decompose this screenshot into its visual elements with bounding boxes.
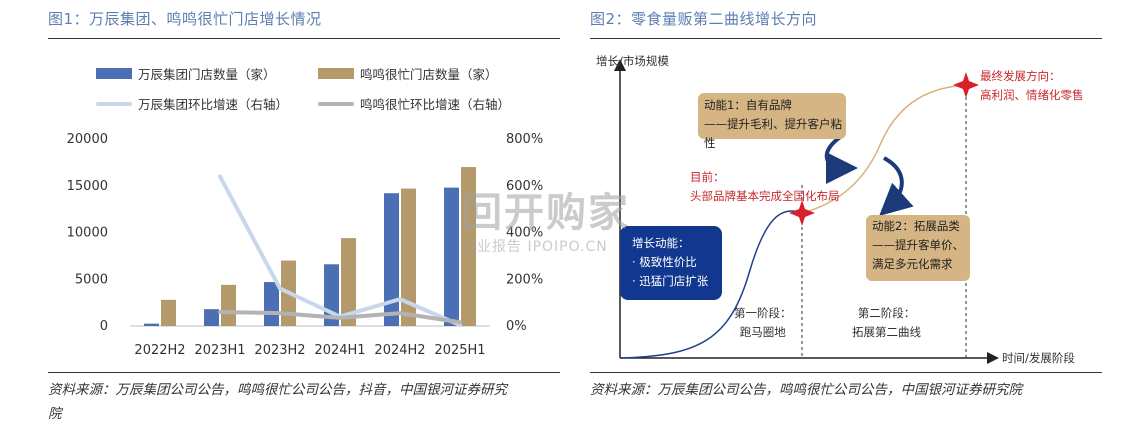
driver1-box: 动能1：自有品牌 ——提升毛利、提升客户粘性: [698, 93, 846, 150]
driver2-box: 动能2：拓展品类 ——提升客单价、 满足多元化需求: [866, 215, 970, 281]
stage1-label-line2: 跑马圈地: [739, 325, 786, 339]
final-direction-note: 最终发展方向： 高利润、情绪化零售: [980, 67, 1084, 105]
stage1-label-line1: 第一阶段：: [734, 306, 792, 320]
growth-curve-diagram: [614, 59, 999, 364]
category-label: 2023H1: [194, 343, 245, 358]
bar-mingming-stores: [341, 238, 356, 326]
driver2-desc-2: 满足多元化需求: [872, 257, 953, 271]
line-mingming-growth: [218, 309, 462, 325]
stage2-label-line2: 拓展第二曲线: [852, 325, 921, 339]
final-star-icon: [953, 72, 979, 98]
left-source: 资料来源：万辰集团公司公告，鸣鸣很忙公司公告，抖音，中国银河证券研究 院: [48, 378, 568, 426]
left-title-rule: [48, 38, 560, 39]
driver1-arrow: [824, 134, 858, 184]
driver2-title: 动能2：拓展品类: [872, 219, 960, 233]
left-source-line2: 院: [48, 406, 62, 422]
legend-label-mingming-growth: 鸣鸣很忙环比增速（右轴）: [360, 97, 511, 112]
left-tick-label: 0: [100, 319, 108, 334]
driver1-desc: ——提升毛利、提升客户粘性: [704, 117, 842, 150]
growth-drivers-box: 增长动能： · 极致性价比 · 迅猛门店扩张: [620, 226, 722, 300]
right-panel-title: 图2：零食量贩第二曲线增长方向: [590, 10, 818, 28]
stage2-label-line1: 第二阶段：: [857, 306, 916, 320]
left-tick-label: 10000: [67, 226, 108, 241]
bar-series: [144, 167, 476, 326]
bar-mingming-stores: [221, 284, 236, 326]
category-label: 2024H1: [314, 343, 365, 358]
current-star-icon: [789, 200, 815, 226]
legend-swatch-wanchen-growth: [96, 101, 132, 106]
legend-item-wanchen-growth: 万辰集团环比增速（右轴）: [96, 94, 288, 113]
left-tick-label: 15000: [67, 179, 108, 194]
final-direction-text: 高利润、情绪化零售: [980, 88, 1084, 102]
bar-mingming-stores: [401, 188, 416, 326]
bar-mingming-stores: [161, 299, 176, 326]
growth-driver-item-2: · 迅猛门店扩张: [632, 274, 709, 288]
right-tick-label: 600%: [506, 179, 543, 194]
right-tick-label: 0%: [506, 319, 527, 334]
growth-curve-stage1: [619, 210, 803, 359]
right-tick-label: 200%: [506, 272, 543, 287]
legend-label-mingming-stores: 鸣鸣很忙门店数量（家）: [360, 67, 498, 82]
line-series: [218, 174, 462, 328]
right-bottom-rule: [590, 372, 1102, 373]
current-note: 目前： 头部品牌基本完成全国化布局: [690, 168, 840, 206]
bar-wanchen-stores: [264, 282, 279, 326]
growth-drivers-title: 增长动能：: [632, 236, 690, 250]
category-label: 2022H2: [134, 343, 185, 358]
category-label: 2024H2: [374, 343, 425, 358]
stage2-label: 第二阶段： 拓展第二曲线: [852, 304, 921, 342]
bar-wanchen-stores: [384, 193, 399, 326]
bar-wanchen-stores: [444, 187, 459, 326]
right-tick-label: 800%: [506, 132, 543, 147]
x-axis-label: 时间/发展阶段: [1002, 351, 1075, 365]
bar-mingming-stores: [461, 167, 476, 326]
left-bottom-rule: [48, 372, 560, 373]
right-axis-ticks: 0% 200% 400% 600% 800%: [506, 132, 543, 334]
line-wanchen-growth: [218, 174, 462, 328]
category-label: 2025H1: [434, 343, 485, 358]
left-tick-label: 20000: [67, 132, 108, 147]
left-source-line1: 资料来源：万辰集团公司公告，鸣鸣很忙公司公告，抖音，中国银河证券研究: [48, 382, 507, 398]
legend-item-wanchen-stores: 万辰集团门店数量（家）: [96, 64, 276, 83]
stage1-label: 第一阶段： 跑马圈地: [734, 304, 792, 342]
legend-swatch-mingming-growth: [318, 101, 354, 106]
legend-label-wanchen-stores: 万辰集团门店数量（家）: [138, 67, 276, 82]
legend-item-mingming-stores: 鸣鸣很忙门店数量（家）: [318, 64, 498, 83]
growth-curve-stage2: [801, 84, 967, 214]
driver2-desc-1: ——提升客单价、: [872, 238, 964, 252]
left-panel-title: 图1：万辰集团、鸣鸣很忙门店增长情况: [48, 10, 322, 28]
final-direction-label: 最终发展方向：: [980, 69, 1061, 83]
right-title-rule: [590, 38, 1102, 39]
right-tick-label: 400%: [506, 226, 543, 241]
legend-item-mingming-growth: 鸣鸣很忙环比增速（右轴）: [318, 94, 510, 113]
current-note-label: 目前：: [690, 170, 725, 184]
left-axis-ticks: 0 5000 10000 15000 20000: [67, 132, 108, 334]
legend-swatch-mingming-stores: [318, 68, 354, 79]
driver2-arrow: [879, 156, 914, 217]
bar-wanchen-stores: [204, 309, 219, 326]
left-tick-label: 5000: [75, 272, 108, 287]
y-axis-label: 增长/市场规模: [596, 54, 669, 68]
bar-wanchen-stores: [144, 323, 159, 326]
right-source: 资料来源：万辰集团公司公告，鸣鸣很忙公司公告，中国银河证券研究院: [590, 382, 1022, 398]
x-axis-ticks: 2022H2 2023H1 2023H2 2024H1 2024H2 2025H1: [134, 343, 485, 358]
growth-driver-item-1: · 极致性价比: [632, 255, 697, 269]
current-note-text: 头部品牌基本完成全国化布局: [690, 189, 840, 203]
category-label: 2023H2: [254, 343, 305, 358]
legend-swatch-wanchen-stores: [96, 68, 132, 79]
legend-label-wanchen-growth: 万辰集团环比增速（右轴）: [138, 97, 289, 112]
driver1-title: 动能1：自有品牌: [704, 98, 792, 112]
